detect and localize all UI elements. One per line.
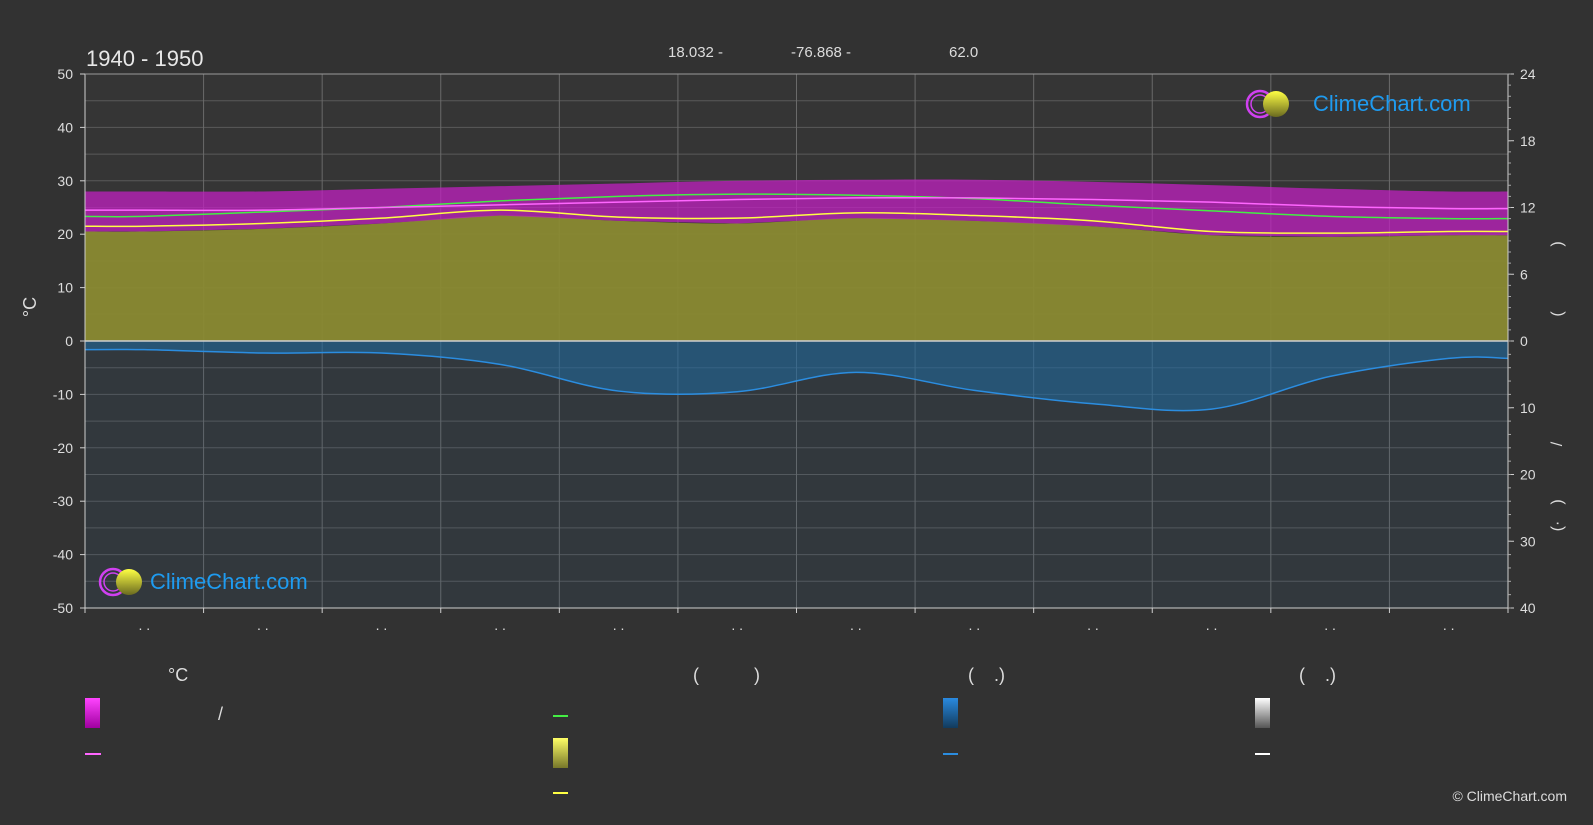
left-tick-label: -20 <box>53 440 73 456</box>
right-axis-label-glyph: / <box>1549 441 1566 446</box>
x-tick-label: . . <box>850 617 862 633</box>
left-axis-label: °C <box>20 297 40 317</box>
precipitation-variance <box>85 341 1508 608</box>
x-tick-label: . . <box>376 617 388 633</box>
x-tick-label: . . <box>494 617 506 633</box>
sunshine-line <box>84 209 1509 234</box>
right-top-tick-label: 18 <box>1520 133 1536 149</box>
temp-max-line <box>84 196 1509 212</box>
left-tick-label: -10 <box>53 386 73 402</box>
x-tick-label: . . <box>731 617 743 633</box>
logo-text-top: ClimeChart.com <box>1313 91 1471 116</box>
left-tick-label: -50 <box>53 600 73 616</box>
x-tick-label: . . <box>1087 617 1099 633</box>
right-top-tick-label: 24 <box>1520 66 1536 82</box>
x-tick-label: . . <box>1206 617 1218 633</box>
header-longitude: -76.868 - <box>791 44 852 61</box>
legend-swatch-sunshine <box>553 738 568 768</box>
left-tick-label: 40 <box>57 119 73 135</box>
logo-globe-icon <box>1263 91 1289 117</box>
left-tick-label: 20 <box>57 226 73 242</box>
temperature-range-band <box>85 179 1508 237</box>
header-latitude: 18.032 - <box>668 44 724 61</box>
right-axis-label-glyph: (· <box>1549 521 1566 532</box>
data-lines <box>84 193 1509 412</box>
logo-globe-icon <box>116 569 142 595</box>
logo-top <box>1245 89 1289 119</box>
legend-head-rain: ( .) <box>968 665 1005 685</box>
right-bottom-tick-label: 30 <box>1520 533 1536 549</box>
right-axis-label-glyph: ) <box>1549 241 1566 246</box>
left-tick-label: -30 <box>53 493 73 509</box>
logo-text-bottom: ClimeChart.com <box>150 569 308 594</box>
right-axis-label-glyph: ) <box>1549 499 1566 504</box>
right-top-tick-label: 12 <box>1520 200 1536 216</box>
legend-head-snow: ( .) <box>1299 665 1336 685</box>
right-bottom-tick-label: 40 <box>1520 600 1536 616</box>
legend-head-sun: ( ) <box>693 665 760 685</box>
legend-swatch-snow <box>1255 698 1270 728</box>
legend-swatch-precipitation <box>943 698 958 728</box>
legend-swatch-temp-range <box>85 698 100 728</box>
x-tick-label: . . <box>257 617 269 633</box>
legend-slash: / <box>218 704 224 724</box>
x-tick-label: . . <box>1324 617 1336 633</box>
left-tick-label: 30 <box>57 173 73 189</box>
x-tick-label: . . <box>969 617 981 633</box>
left-tick-label: -40 <box>53 547 73 563</box>
right-top-tick-label: 0 <box>1520 333 1528 349</box>
left-tick-label: 0 <box>65 333 73 349</box>
x-tick-label: . . <box>138 617 150 633</box>
header-elevation: 62.0 <box>949 44 979 61</box>
precipitation-line <box>84 348 1509 412</box>
x-tick-label: . . <box>1443 617 1455 633</box>
data-areas <box>85 179 1508 608</box>
right-bottom-tick-label: 20 <box>1520 467 1536 483</box>
daylight-line <box>84 193 1509 220</box>
logo-bottom <box>98 567 142 597</box>
right-top-tick-label: 6 <box>1520 266 1528 282</box>
precipitation-area <box>85 341 1508 411</box>
axes: 50 40 30 20 10 0 -10 -20 -30 -40 -50 °C 24 18 12 6 0 10 20… <box>20 66 1566 633</box>
sunshine-area <box>85 215 1508 341</box>
left-tick-label: 50 <box>57 66 73 82</box>
legend-head-temperature: °C <box>168 665 189 685</box>
right-bottom-tick-label: 10 <box>1520 400 1536 416</box>
x-tick-label: . . <box>613 617 625 633</box>
copyright: © ClimeChart.com <box>1452 788 1567 804</box>
right-axis-label-glyph: ( <box>1549 311 1566 317</box>
chart-years: 1940 - 1950 <box>86 46 204 71</box>
left-tick-label: 10 <box>57 280 73 296</box>
